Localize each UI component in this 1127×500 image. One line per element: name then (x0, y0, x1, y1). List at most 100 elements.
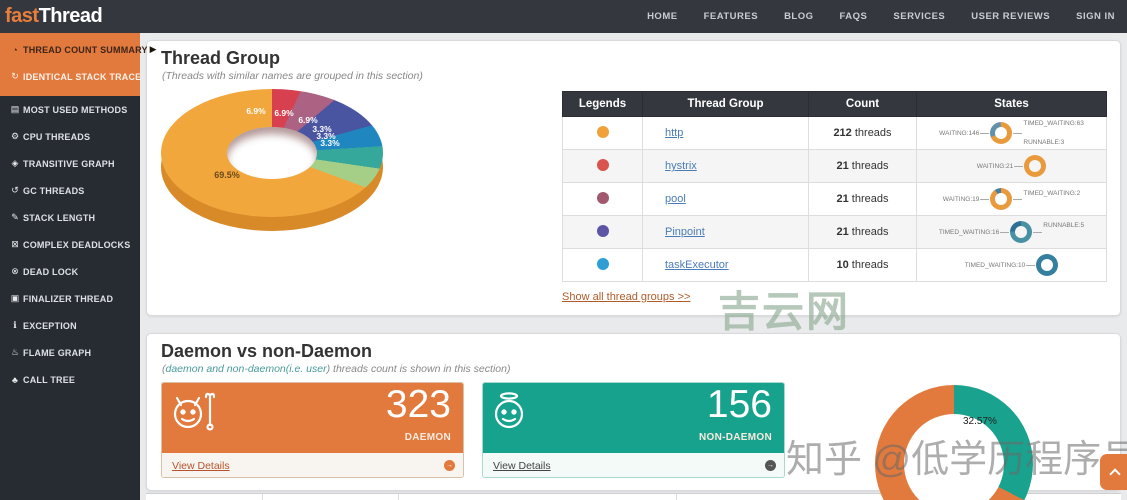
sidebar-item-finalizer-thread[interactable]: ▣ FINALIZER THREAD (0, 285, 140, 312)
count-unit: threads (851, 127, 892, 139)
thread-group-link[interactable]: taskExecutor (665, 259, 729, 271)
show-all-thread-groups-link[interactable]: Show all thread groups >> (562, 291, 691, 303)
donut-percentage-label: 32.57% (963, 416, 997, 427)
state-label: TIMED_WAITING:10 (964, 261, 1026, 269)
sidebar-item-transitive-graph[interactable]: ◈ TRANSITIVE GRAPH (0, 150, 140, 177)
lock-icon: ⊗ (11, 266, 19, 276)
state-label: WAITING:19 (942, 195, 980, 203)
thread-group-title: Thread Group (161, 48, 281, 68)
state-label: RUNNABLE:3 (1023, 139, 1065, 146)
states-visual: TIMED_WAITING:10 (921, 254, 1102, 276)
sidebar-item-label: COMPLEX DEADLOCKS (23, 239, 131, 250)
thread-icon: ▣ (10, 293, 20, 303)
nav-faqs[interactable]: FAQS (839, 11, 868, 22)
table-row: pool 21 threads WAITING:19 TIMED_WAITING… (562, 182, 1107, 216)
pie-label: 3.3% (316, 131, 336, 141)
daemon-stat-card: 323 DAEMON View Details → (161, 382, 464, 478)
brand-logo[interactable]: fastThread (5, 5, 103, 28)
state-ring-chart (990, 122, 1013, 144)
sidebar-item-identical-stack-trace[interactable]: ↻ IDENTICAL STACK TRACE (0, 63, 142, 90)
state-label: TIMED_WAITING:2 (1023, 189, 1081, 197)
chevron-up-icon (1109, 468, 1121, 480)
sidebar-item-stack-length[interactable]: ✎ STACK LENGTH (0, 204, 140, 231)
sidebar-item-label: FLAME GRAPH (23, 347, 92, 358)
table-row: Pinpoint 21 threads TIMED_WAITING:16 RUN… (562, 215, 1107, 249)
nav-user-reviews[interactable]: USER REVIEWS (971, 11, 1051, 22)
scroll-to-top-button[interactable] (1100, 454, 1127, 490)
arrow-circle-icon[interactable]: → (444, 460, 455, 471)
pie-label: 3.3% (312, 124, 332, 134)
daemon-label: DAEMON (404, 432, 451, 443)
table-row: taskExecutor 10 threads TIMED_WAITING:10 (562, 248, 1107, 282)
thread-group-subtitle: (Threads with similar names are grouped … (162, 70, 423, 82)
non-daemon-view-details-link[interactable]: View Details (493, 459, 551, 472)
pie-label: 3.3% (320, 138, 340, 148)
state-ring-chart (1010, 221, 1033, 243)
brand-thread: Thread (38, 5, 103, 27)
ruler-icon: ✎ (11, 212, 19, 222)
daemon-definition-link[interactable]: daemon and non-daemon(i.e. user (165, 363, 327, 375)
daemon-view-details-link[interactable]: View Details (172, 459, 230, 472)
states-visual: TIMED_WAITING:16 RUNNABLE:5 (921, 221, 1102, 243)
sidebar-item-dead-lock[interactable]: ⊗ DEAD LOCK (0, 258, 140, 285)
sidebar-item-label: IDENTICAL STACK TRACE (23, 71, 142, 82)
thread-group-link[interactable]: Pinpoint (665, 226, 705, 238)
legend-dot (596, 158, 609, 171)
connector-line (1000, 231, 1010, 233)
angel-icon (494, 392, 524, 429)
pie-label: 69.5% (214, 170, 240, 180)
sidebar-item-exception[interactable]: ℹ EXCEPTION (0, 312, 140, 339)
sidebar-item-label: MOST USED METHODS (23, 104, 128, 115)
flame-icon: ♨ (10, 347, 20, 357)
pie-label: 6.9% (298, 115, 318, 125)
thread-group-link[interactable]: http (665, 127, 684, 139)
state-label: RUNNABLE:5 (1043, 221, 1085, 229)
top-nav-bar: fastThread HOME FEATURES BLOG FAQS SERVI… (0, 0, 1127, 33)
nav-features[interactable]: FEATURES (703, 11, 759, 22)
thread-group-link[interactable]: pool (665, 193, 686, 205)
sidebar-item-call-tree[interactable]: ♣ CALL TREE (0, 366, 140, 393)
recycle-icon: ↺ (11, 185, 19, 195)
daemon-donut-chart[interactable] (875, 385, 1033, 500)
sidebar-item-complex-deadlocks[interactable]: ⊠ COMPLEX DEADLOCKS (0, 231, 140, 258)
table-row: http 212 threads WAITING:146 TIMED_WAITI… (562, 116, 1107, 150)
daemon-count: 323 (385, 383, 451, 426)
legend-dot (596, 191, 609, 204)
watermark-left: 吉云网 (718, 288, 851, 335)
sidebar-item-thread-count-summary[interactable]: ◔ THREAD COUNT SUMMARY ▶ (0, 36, 156, 63)
sidebar-item-label: GC THREADS (23, 185, 85, 196)
sidebar-item-most-used-methods[interactable]: ▤ MOST USED METHODS (0, 96, 140, 123)
connector-line (1026, 264, 1036, 266)
pie-label: 6.9% (274, 108, 294, 118)
col-legends: Legends (562, 91, 643, 117)
count-value: 10 (836, 259, 849, 271)
sidebar-active-group: ◔ THREAD COUNT SUMMARY ▶ ↻ IDENTICAL STA… (0, 33, 157, 96)
nav-services[interactable]: SERVICES (893, 11, 946, 22)
brand-fast: fast (5, 5, 39, 27)
nav-blog[interactable]: BLOG (784, 11, 814, 22)
lock-icon: ⊠ (11, 239, 19, 249)
sidebar-item-gc-threads[interactable]: ↺ GC THREADS (0, 177, 140, 204)
sidebar-item-flame-graph[interactable]: ♨ FLAME GRAPH (0, 339, 140, 366)
refresh-icon: ↻ (11, 71, 19, 81)
state-ring-chart (1024, 155, 1047, 177)
state-ring-chart (1036, 254, 1059, 276)
sidebar-item-cpu-threads[interactable]: ⚙ CPU THREADS (0, 123, 140, 150)
next-section-peek (146, 493, 1121, 500)
count-value: 21 (836, 193, 849, 205)
pie-hole (227, 127, 317, 179)
count-value: 21 (836, 226, 849, 238)
legend-dot (596, 257, 609, 270)
state-label: WAITING:21 (976, 162, 1014, 170)
arrow-circle-icon[interactable]: → (765, 460, 776, 471)
nav-sign-in[interactable]: SIGN IN (1076, 11, 1115, 22)
states-visual: WAITING:19 TIMED_WAITING:2 (921, 188, 1102, 210)
legend-dot (596, 224, 609, 237)
thread-group-link[interactable]: hystrix (665, 160, 697, 172)
sidebar-item-label: CPU THREADS (23, 131, 91, 142)
devil-icon (173, 392, 216, 431)
nav-home[interactable]: HOME (647, 11, 678, 22)
info-icon: ℹ (13, 320, 17, 330)
col-count: Count (808, 91, 917, 117)
